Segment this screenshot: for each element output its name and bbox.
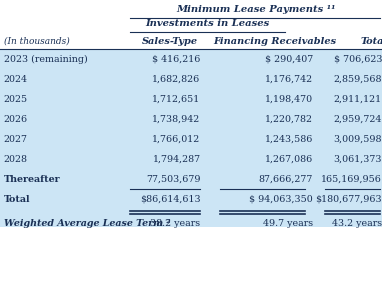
Text: 1,220,782: 1,220,782 xyxy=(265,114,313,124)
Bar xyxy=(0,49,382,215)
Text: 87,666,277: 87,666,277 xyxy=(259,175,313,184)
Text: 3,061,373: 3,061,373 xyxy=(333,155,382,163)
Text: (In thousands): (In thousands) xyxy=(4,37,70,46)
Text: 1,682,826: 1,682,826 xyxy=(152,75,201,83)
Text: 38.2 years: 38.2 years xyxy=(151,219,201,227)
Text: 1,176,742: 1,176,742 xyxy=(265,75,313,83)
Text: 2023 (remaining): 2023 (remaining) xyxy=(4,54,87,63)
Text: $ 416,216: $ 416,216 xyxy=(152,54,201,63)
Text: 165,169,956: 165,169,956 xyxy=(321,175,382,184)
Text: $ 94,063,350: $ 94,063,350 xyxy=(249,194,313,204)
Text: 43.2 years: 43.2 years xyxy=(332,219,382,227)
Bar xyxy=(0,215,382,227)
Text: Minimum Lease Payments ¹¹: Minimum Lease Payments ¹¹ xyxy=(176,5,336,14)
Text: $ 706,623: $ 706,623 xyxy=(333,54,382,63)
Text: Thereafter: Thereafter xyxy=(4,175,60,184)
Text: Sales-Type: Sales-Type xyxy=(142,37,198,46)
Text: $86,614,613: $86,614,613 xyxy=(140,194,201,204)
Text: 2024: 2024 xyxy=(4,75,28,83)
Text: 1,198,470: 1,198,470 xyxy=(265,95,313,104)
Text: Investments in Leases: Investments in Leases xyxy=(146,20,270,28)
Text: $ 290,407: $ 290,407 xyxy=(265,54,313,63)
Text: 2027: 2027 xyxy=(4,134,28,143)
Text: Weighted Average Lease Term ²: Weighted Average Lease Term ² xyxy=(4,219,170,227)
Text: $180,677,963: $180,677,963 xyxy=(316,194,382,204)
Text: 1,794,287: 1,794,287 xyxy=(152,155,201,163)
Text: 1,267,086: 1,267,086 xyxy=(265,155,313,163)
Text: Financing Receivables: Financing Receivables xyxy=(214,37,337,46)
Text: 2028: 2028 xyxy=(4,155,28,163)
Text: Total: Total xyxy=(361,37,382,46)
Text: Total: Total xyxy=(4,194,31,204)
Text: 49.7 years: 49.7 years xyxy=(263,219,313,227)
Text: 77,503,679: 77,503,679 xyxy=(146,175,201,184)
Text: 1,738,942: 1,738,942 xyxy=(152,114,201,124)
Text: 1,766,012: 1,766,012 xyxy=(152,134,201,143)
Text: 1,243,586: 1,243,586 xyxy=(265,134,313,143)
Text: 2026: 2026 xyxy=(4,114,28,124)
Text: 1,712,651: 1,712,651 xyxy=(152,95,201,104)
Text: 3,009,598: 3,009,598 xyxy=(333,134,382,143)
Text: 2,859,568: 2,859,568 xyxy=(333,75,382,83)
Text: 2,911,121: 2,911,121 xyxy=(334,95,382,104)
Text: 2025: 2025 xyxy=(4,95,28,104)
Text: 2,959,724: 2,959,724 xyxy=(333,114,382,124)
